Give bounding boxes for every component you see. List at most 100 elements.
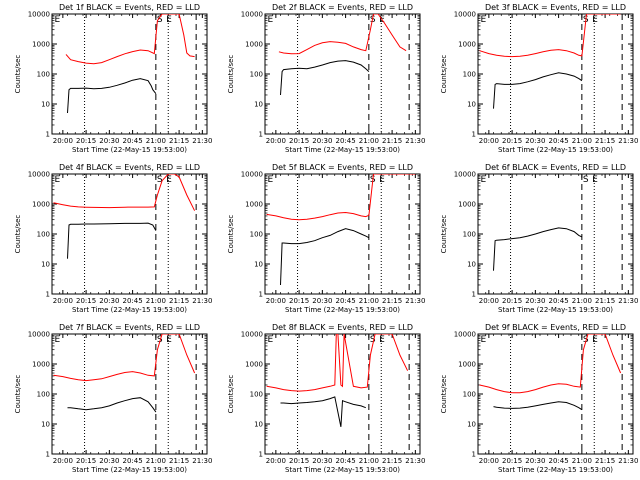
- det-8-black-events-line: [280, 396, 366, 427]
- det-5-y-tick-label: 1000: [245, 201, 263, 209]
- det-6-x-axis-label: Start Time (22-May-15 19:53:00): [498, 306, 613, 314]
- det-9-title: Det 9f BLACK = Events, RED = LLD: [485, 323, 626, 332]
- det-4-x-tick-label: 20:45: [123, 297, 143, 305]
- det-6-series-group: [493, 227, 583, 271]
- det-8-x-axis-label: Start Time (22-May-15 19:53:00): [285, 466, 400, 474]
- det-6-x-tick-label: 21:15: [595, 297, 615, 305]
- det-7-y-tick-label: 100: [37, 391, 50, 399]
- det-2-marker-e: E: [268, 15, 274, 25]
- det-5-panel: Det 5f BLACK = Events, RED = LLD 1 10 100 10…: [227, 163, 425, 314]
- det-1-x-tick-label: 20:45: [123, 137, 143, 145]
- det-7-black-events-line: [67, 397, 157, 413]
- det-6-x-tick-label: 21:00: [572, 297, 592, 305]
- det-5-x-tick-label: 21:30: [405, 297, 425, 305]
- det-7-red-lld-line: [53, 334, 196, 382]
- det-1-y-tick-label: 10000: [28, 11, 50, 19]
- det-5-red-lld-line: [266, 174, 416, 221]
- det-5-x-tick-label: 21:00: [359, 297, 379, 305]
- det-7-marker-e: E: [166, 335, 172, 345]
- det-3-red-lld-line: [479, 14, 621, 58]
- det-4-plot-frame: [51, 173, 208, 295]
- det-9-x-tick-label: 21:30: [618, 457, 638, 465]
- det-6-x-tick-label: 20:45: [549, 297, 569, 305]
- det-3-series-group: [479, 14, 621, 109]
- det-3-marker-e: E: [481, 15, 487, 25]
- det-7-plot-frame: [51, 333, 208, 455]
- det-8-series-group: [266, 334, 409, 427]
- det-9-y-tick-label: 10: [467, 421, 476, 429]
- det-1-plot-frame: [51, 13, 208, 135]
- det-1-x-tick-label: 20:15: [76, 137, 96, 145]
- det-6-y-tick-label: 1: [472, 291, 476, 299]
- det-8-y-tick-label: 1000: [245, 361, 263, 369]
- det-9-x-tick-label: 21:00: [572, 457, 592, 465]
- det-1-x-tick-label: 20:00: [53, 137, 73, 145]
- det-3-y-tick-label: 1000: [458, 41, 476, 49]
- det-8-x-tick-label: 20:45: [336, 457, 356, 465]
- det-2-black-events-line: [280, 60, 370, 96]
- det-6-y-tick-label: 1000: [458, 201, 476, 209]
- det-8-x-tick-label: 21:30: [405, 457, 425, 465]
- det-6-x-tick-label: 20:15: [502, 297, 522, 305]
- det-7-x-tick-label: 20:15: [76, 457, 96, 465]
- det-3-title: Det 3f BLACK = Events, RED = LLD: [485, 3, 626, 12]
- det-4-y-tick-label: 10000: [28, 171, 50, 179]
- det-3-x-tick-label: 20:30: [525, 137, 545, 145]
- det-9-x-tick-label: 20:00: [479, 457, 499, 465]
- det-4-x-tick-label: 20:15: [76, 297, 96, 305]
- det-9-red-lld-line: [479, 334, 622, 394]
- det-9-black-events-line: [493, 401, 583, 411]
- det-6-panel: Det 6f BLACK = Events, RED = LLD 1 10 100 10…: [440, 163, 638, 314]
- det-4-x-tick-label: 21:30: [192, 297, 212, 305]
- det-9-y-axis-label: Counts/sec: [440, 375, 448, 414]
- det-4-x-tick-label: 20:30: [99, 297, 119, 305]
- det-4-panel: Det 4f BLACK = Events, RED = LLD 1 10 100 10…: [14, 163, 212, 314]
- det-2-panel: Det 2f BLACK = Events, RED = LLD 1 10 100 10…: [227, 3, 425, 154]
- det-2-marker-s: S: [370, 15, 376, 25]
- det-8-x-tick-label: 21:15: [382, 457, 402, 465]
- det-6-y-tick-label: 100: [463, 231, 476, 239]
- det-6-x-tick-label: 20:30: [525, 297, 545, 305]
- det-8-marker-e: E: [379, 335, 385, 345]
- det-3-black-events-line: [493, 72, 583, 109]
- det-6-plot-frame: [477, 173, 634, 295]
- det-2-x-tick-label: 21:30: [405, 137, 425, 145]
- det-7-y-tick-label: 1000: [32, 361, 50, 369]
- det-9-x-tick-label: 20:45: [549, 457, 569, 465]
- det-8-panel: Det 8f BLACK = Events, RED = LLD 1 10 100 10…: [227, 323, 425, 474]
- det-8-x-tick-label: 20:00: [266, 457, 286, 465]
- det-5-plot-frame: [264, 173, 421, 295]
- det-4-y-tick-label: 10: [41, 261, 50, 269]
- det-8-y-axis-label: Counts/sec: [227, 375, 235, 414]
- det-8-x-tick-label: 20:15: [289, 457, 309, 465]
- det-2-x-tick-label: 20:15: [289, 137, 309, 145]
- det-1-y-tick-label: 10: [41, 101, 50, 109]
- det-8-y-tick-label: 10: [254, 421, 263, 429]
- det-1-x-tick-label: 20:30: [99, 137, 119, 145]
- det-1-x-tick-label: 21:00: [146, 137, 166, 145]
- det-3-y-tick-label: 100: [463, 71, 476, 79]
- det-9-plot-frame: [477, 333, 634, 455]
- det-1-marker-e: E: [166, 15, 172, 25]
- det-5-y-tick-label: 1: [259, 291, 263, 299]
- det-1-y-tick-label: 100: [37, 71, 50, 79]
- det-6-y-axis-label: Counts/sec: [440, 215, 448, 254]
- det-7-x-tick-label: 20:30: [99, 457, 119, 465]
- det-4-y-tick-label: 100: [37, 231, 50, 239]
- det-8-marker-e: E: [268, 335, 274, 345]
- det-7-x-tick-label: 21:15: [169, 457, 189, 465]
- det-3-x-axis-label: Start Time (22-May-15 19:53:00): [498, 146, 613, 154]
- det-3-y-tick-label: 10: [467, 101, 476, 109]
- det-4-marker-e: E: [55, 175, 61, 185]
- det-5-y-axis-label: Counts/sec: [227, 215, 235, 254]
- det-1-y-tick-label: 1000: [32, 41, 50, 49]
- det-7-y-tick-label: 10000: [28, 331, 50, 339]
- det-4-y-axis-label: Counts/sec: [14, 215, 22, 254]
- det-9-x-tick-label: 20:30: [525, 457, 545, 465]
- det-7-panel: Det 7f BLACK = Events, RED = LLD 1 10 100 10…: [14, 323, 212, 474]
- det-9-series-group: [479, 334, 622, 411]
- det-3-x-tick-label: 20:15: [502, 137, 522, 145]
- det-3-x-tick-label: 20:45: [549, 137, 569, 145]
- det-2-y-tick-label: 100: [250, 71, 263, 79]
- det-5-y-tick-label: 100: [250, 231, 263, 239]
